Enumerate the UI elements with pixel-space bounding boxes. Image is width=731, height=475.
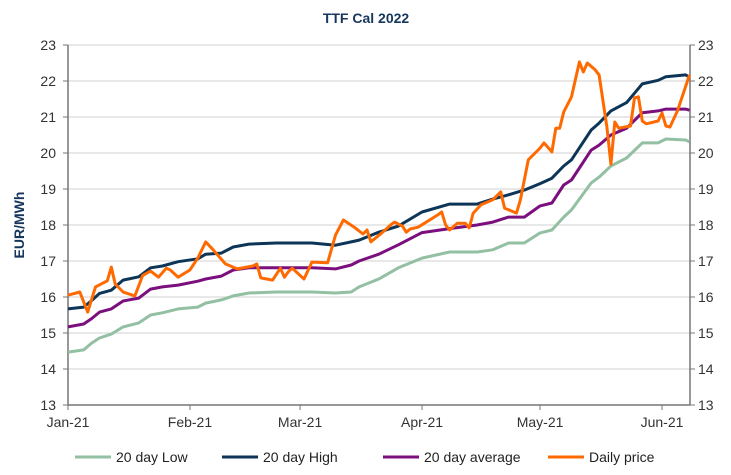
y-tick-label: 13 bbox=[40, 397, 56, 413]
secondary-y-tick-label: 16 bbox=[698, 289, 714, 305]
series-lines bbox=[67, 60, 691, 354]
secondary-y-tick-label: 18 bbox=[698, 217, 714, 233]
secondary-y-tick-label: 17 bbox=[698, 253, 714, 269]
y-tick-label: 15 bbox=[40, 325, 56, 341]
x-tick-label: Jun-21 bbox=[641, 414, 684, 430]
legend-label: 20 day High bbox=[263, 449, 338, 465]
chart-title: TTF Cal 2022 bbox=[323, 10, 410, 26]
series-line-daily-price bbox=[67, 60, 691, 314]
y-axis-label: EUR/MWh bbox=[11, 192, 27, 259]
secondary-y-tick-label: 15 bbox=[698, 325, 714, 341]
secondary-y-tick-label: 14 bbox=[698, 361, 714, 377]
gridlines bbox=[68, 44, 690, 370]
series-line-20-day-average bbox=[67, 107, 690, 329]
secondary-y-tick-label: 21 bbox=[698, 109, 714, 125]
secondary-y-tick-label: 23 bbox=[698, 37, 714, 53]
y-tick-label: 22 bbox=[40, 73, 56, 89]
secondary-y-tick-label: 20 bbox=[698, 145, 714, 161]
x-tick-label: Mar-21 bbox=[278, 414, 323, 430]
x-tick-label: Apr-21 bbox=[401, 414, 443, 430]
y-tick-label: 21 bbox=[40, 109, 56, 125]
legend-label: Daily price bbox=[589, 449, 655, 465]
y-tick-label: 16 bbox=[40, 289, 56, 305]
secondary-y-tick-label: 13 bbox=[698, 397, 714, 413]
x-tick-label: Jan-21 bbox=[47, 414, 90, 430]
series-line-20-day-low bbox=[67, 137, 691, 354]
y-tick-label: 18 bbox=[40, 217, 56, 233]
secondary-y-tick-label: 19 bbox=[698, 181, 714, 197]
y-tick-label: 14 bbox=[40, 361, 56, 377]
y-tick-label: 17 bbox=[40, 253, 56, 269]
x-tick-label: May-21 bbox=[517, 414, 564, 430]
axes: 13 14 15 16 17 18 19 20 21 22 23 13 14 15 16 17 18 19 20 21… bbox=[40, 37, 713, 430]
x-tick-label: Feb-21 bbox=[168, 414, 213, 430]
y-tick-label: 23 bbox=[40, 37, 56, 53]
y-tick-label: 19 bbox=[40, 181, 56, 197]
legend-label: 20 day Low bbox=[116, 449, 188, 465]
series-line-20-day-high bbox=[67, 73, 691, 311]
legend: 20 day Low 20 day High 20 day average Daily… bbox=[75, 449, 655, 465]
y-tick-label: 20 bbox=[40, 145, 56, 161]
secondary-y-tick-label: 22 bbox=[698, 73, 714, 89]
legend-label: 20 day average bbox=[424, 449, 521, 465]
